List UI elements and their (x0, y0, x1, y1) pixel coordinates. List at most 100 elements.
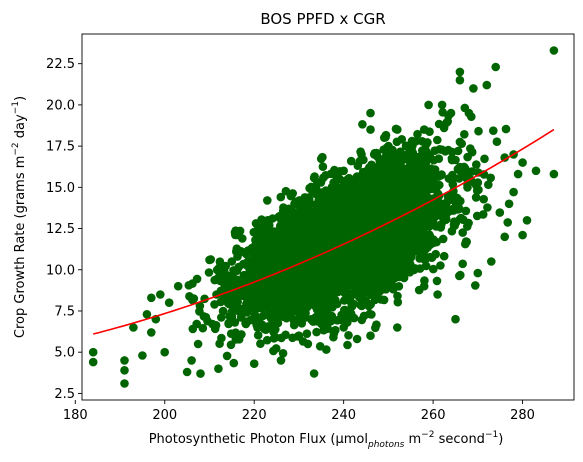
scatter-point (316, 310, 326, 320)
scatter-point (120, 366, 129, 375)
scatter-point (367, 256, 376, 265)
scatter-point (434, 190, 443, 200)
scatter-point (357, 315, 367, 325)
scatter-point (338, 227, 347, 237)
scatter-point (286, 248, 296, 258)
scatter-point (261, 234, 270, 243)
scatter-point (486, 173, 496, 183)
scatter-point (376, 247, 385, 257)
scatter-point (253, 330, 263, 340)
fit-curve (93, 128, 555, 335)
y-axis: 2.5 5.0 7.5 10.0 12.5 15.0 17.5 20.0 22.5 (46, 57, 82, 402)
scatter-point (501, 124, 511, 134)
scatter-point (429, 264, 438, 274)
scatter-point (276, 356, 286, 365)
scatter-point (366, 331, 375, 341)
scatter-point (263, 216, 272, 225)
scatter-point (263, 322, 273, 331)
scatter-point (473, 178, 483, 187)
scatter-point (129, 323, 138, 332)
x-axis-label-second: second (434, 432, 485, 447)
scatter-point (522, 216, 532, 225)
scatter-point (270, 262, 279, 272)
scatter-point (345, 184, 355, 193)
scatter-point (321, 292, 330, 301)
scatter-point (331, 220, 341, 230)
scatter-point (271, 344, 281, 353)
scatter-point (341, 208, 350, 218)
scatter-point (457, 139, 467, 148)
scatter-point (196, 369, 205, 378)
scatter-point (339, 323, 349, 332)
scatter-point (322, 345, 331, 354)
scatter-point (328, 207, 338, 217)
scatter-point (281, 254, 290, 263)
scatter-point (403, 265, 413, 274)
scatter-point (269, 334, 279, 343)
scatter-point (160, 347, 169, 357)
scatter-point (358, 167, 368, 177)
scatter-point (340, 221, 350, 230)
scatter-point (401, 237, 410, 246)
scatter-point (366, 290, 375, 300)
scatter-point (351, 289, 361, 299)
scatter-point (220, 267, 229, 277)
scatter-point (279, 203, 288, 212)
scatter-point (296, 269, 306, 278)
scatter-point (344, 192, 354, 201)
scatter-point (164, 298, 174, 308)
scatter-point (293, 227, 302, 236)
scatter-point (254, 240, 263, 250)
scatter-point (363, 246, 372, 256)
scatter-point (391, 204, 401, 214)
scatter-point (226, 280, 236, 289)
scatter-point (216, 297, 225, 307)
scatter-point (311, 189, 321, 199)
scatter-point (319, 173, 328, 183)
scatter-point (433, 135, 442, 145)
scatter-point (329, 332, 338, 342)
scatter-point (386, 194, 395, 204)
scatter-point (435, 180, 444, 190)
scatter-point (340, 305, 349, 315)
scatter-point (412, 243, 422, 252)
scatter-point (299, 218, 308, 227)
scatter-point (231, 226, 240, 235)
scatter-point (182, 367, 192, 377)
scatter-point (374, 187, 384, 197)
scatter-point (350, 209, 359, 219)
scatter-point (260, 277, 270, 287)
scatter-point (389, 250, 399, 260)
scatter-point (262, 335, 272, 345)
scatter-point (396, 248, 405, 258)
scatter-point (423, 138, 432, 147)
scatter-point (276, 192, 286, 202)
scatter-point (234, 292, 243, 301)
scatter-point (349, 274, 358, 284)
scatter-point (120, 356, 129, 365)
scatter-point (430, 165, 440, 174)
scatter-point (393, 323, 402, 332)
scatter-point (88, 357, 98, 367)
scatter-point (238, 234, 247, 243)
scatter-point (466, 144, 475, 153)
scatter-point (281, 330, 290, 340)
scatter-point (471, 281, 480, 290)
scatter-point (412, 158, 422, 167)
scatter-point (371, 282, 380, 291)
y-tick-label: 15.0 (46, 181, 75, 196)
scatter-point (297, 249, 306, 259)
x-tick-label: 220 (242, 408, 267, 423)
x-tick-label: 240 (331, 408, 356, 423)
scatter-point (448, 180, 458, 189)
scatter-point (419, 238, 429, 247)
scatter-point (272, 238, 282, 248)
y-tick-label: 17.5 (46, 140, 75, 155)
plot-frame (81, 33, 575, 401)
scatter-point (531, 166, 541, 176)
scatter-point (276, 220, 286, 230)
scatter-point (409, 222, 418, 231)
scatter-point (441, 147, 450, 156)
scatter-point (368, 173, 377, 183)
scatter-point (188, 279, 197, 288)
